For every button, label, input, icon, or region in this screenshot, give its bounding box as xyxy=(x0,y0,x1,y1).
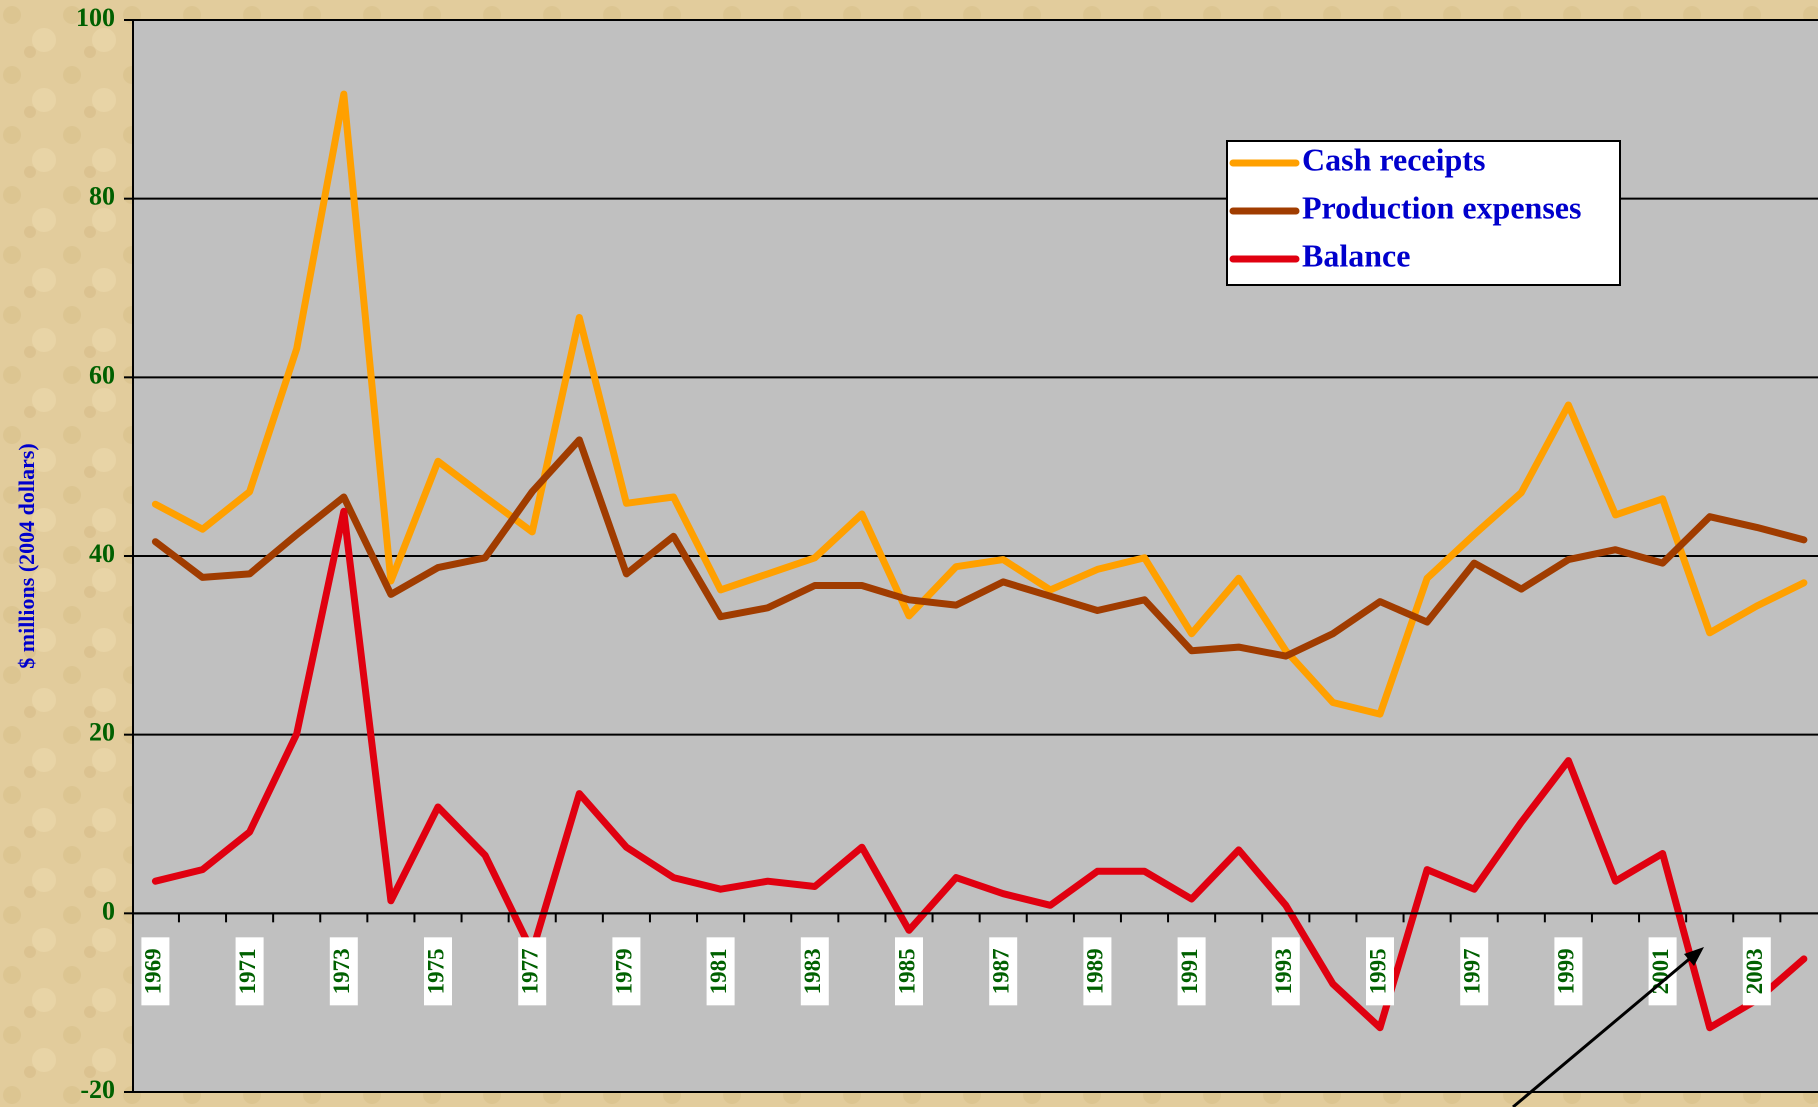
x-tick-label: 1995 xyxy=(1365,948,1390,994)
legend-label: Production expenses xyxy=(1302,189,1581,225)
y-tick-label: 0 xyxy=(102,896,115,925)
arrow-head xyxy=(1684,947,1704,966)
x-tick-label-bg xyxy=(895,937,923,1006)
y-tick-label: 100 xyxy=(76,3,115,32)
y-tick-label: 60 xyxy=(89,360,115,389)
x-tick-label-bg xyxy=(1177,937,1206,1006)
x-tick-label-bg xyxy=(1083,937,1112,1006)
x-tick-label: 1999 xyxy=(1554,948,1579,994)
x-tick-label-bg xyxy=(612,937,641,1006)
x-tick-label-bg xyxy=(1554,937,1583,1006)
x-tick-label-bg xyxy=(1366,937,1394,1006)
x-tick-label-bg xyxy=(1460,937,1489,1006)
ticks: -20 0 20 40 60 80 100 1969 1971 1973 1975 1977 1979 1… xyxy=(76,3,1818,1104)
series-line xyxy=(151,436,1808,660)
x-tick-label-bg xyxy=(235,937,264,1006)
x-tick-label: 1985 xyxy=(894,948,919,994)
y-tick-label: 80 xyxy=(89,182,115,211)
legend-label: Cash receipts xyxy=(1302,141,1485,177)
x-tick-label-bg xyxy=(518,937,547,1006)
x-tick-label: 1993 xyxy=(1271,948,1296,994)
y-tick-label: -20 xyxy=(80,1075,115,1104)
x-tick-label-bg xyxy=(1648,937,1677,1006)
x-tick-label-bg xyxy=(424,937,452,1006)
x-tick-label: 1969 xyxy=(141,948,166,994)
x-tick-label: 1989 xyxy=(1083,948,1108,994)
x-tick-label: 1991 xyxy=(1177,948,1202,994)
x-tick-label: 1997 xyxy=(1459,948,1484,994)
x-tick-label-bg xyxy=(329,937,358,1006)
x-tick-label-bg xyxy=(141,937,170,1006)
x-tick-label-bg xyxy=(1271,937,1300,1006)
lines xyxy=(151,90,1808,1032)
x-tick-label-bg xyxy=(706,937,735,1006)
x-tick-label-bg xyxy=(989,937,1018,1006)
series-line xyxy=(151,507,1808,1032)
x-tick-label-bg xyxy=(800,937,829,1006)
x-tick-label: 1977 xyxy=(517,948,542,994)
x-tick-label: 2001 xyxy=(1648,948,1673,994)
legend: Cash receipts Production expenses Balance xyxy=(1229,141,1581,273)
x-tick-label: 1973 xyxy=(329,948,354,994)
legend-label: Balance xyxy=(1302,237,1410,273)
x-tick-label: 1981 xyxy=(706,948,731,994)
x-tick-label: 1979 xyxy=(612,948,637,994)
arrow xyxy=(1512,948,1701,1107)
x-tick-label: 1971 xyxy=(235,948,260,994)
series-line xyxy=(151,90,1808,718)
x-tick-label: 1975 xyxy=(423,948,448,994)
x-tick-label-bg xyxy=(1742,937,1771,1006)
x-tick-label: 1983 xyxy=(800,948,825,994)
x-tick-label: 1987 xyxy=(988,948,1013,994)
y-tick-label: 40 xyxy=(89,539,115,568)
y-tick-label: 20 xyxy=(89,718,115,747)
x-tick-label: 2003 xyxy=(1742,948,1767,994)
y-axis-label: $ millions (2004 dollars) xyxy=(14,443,39,669)
